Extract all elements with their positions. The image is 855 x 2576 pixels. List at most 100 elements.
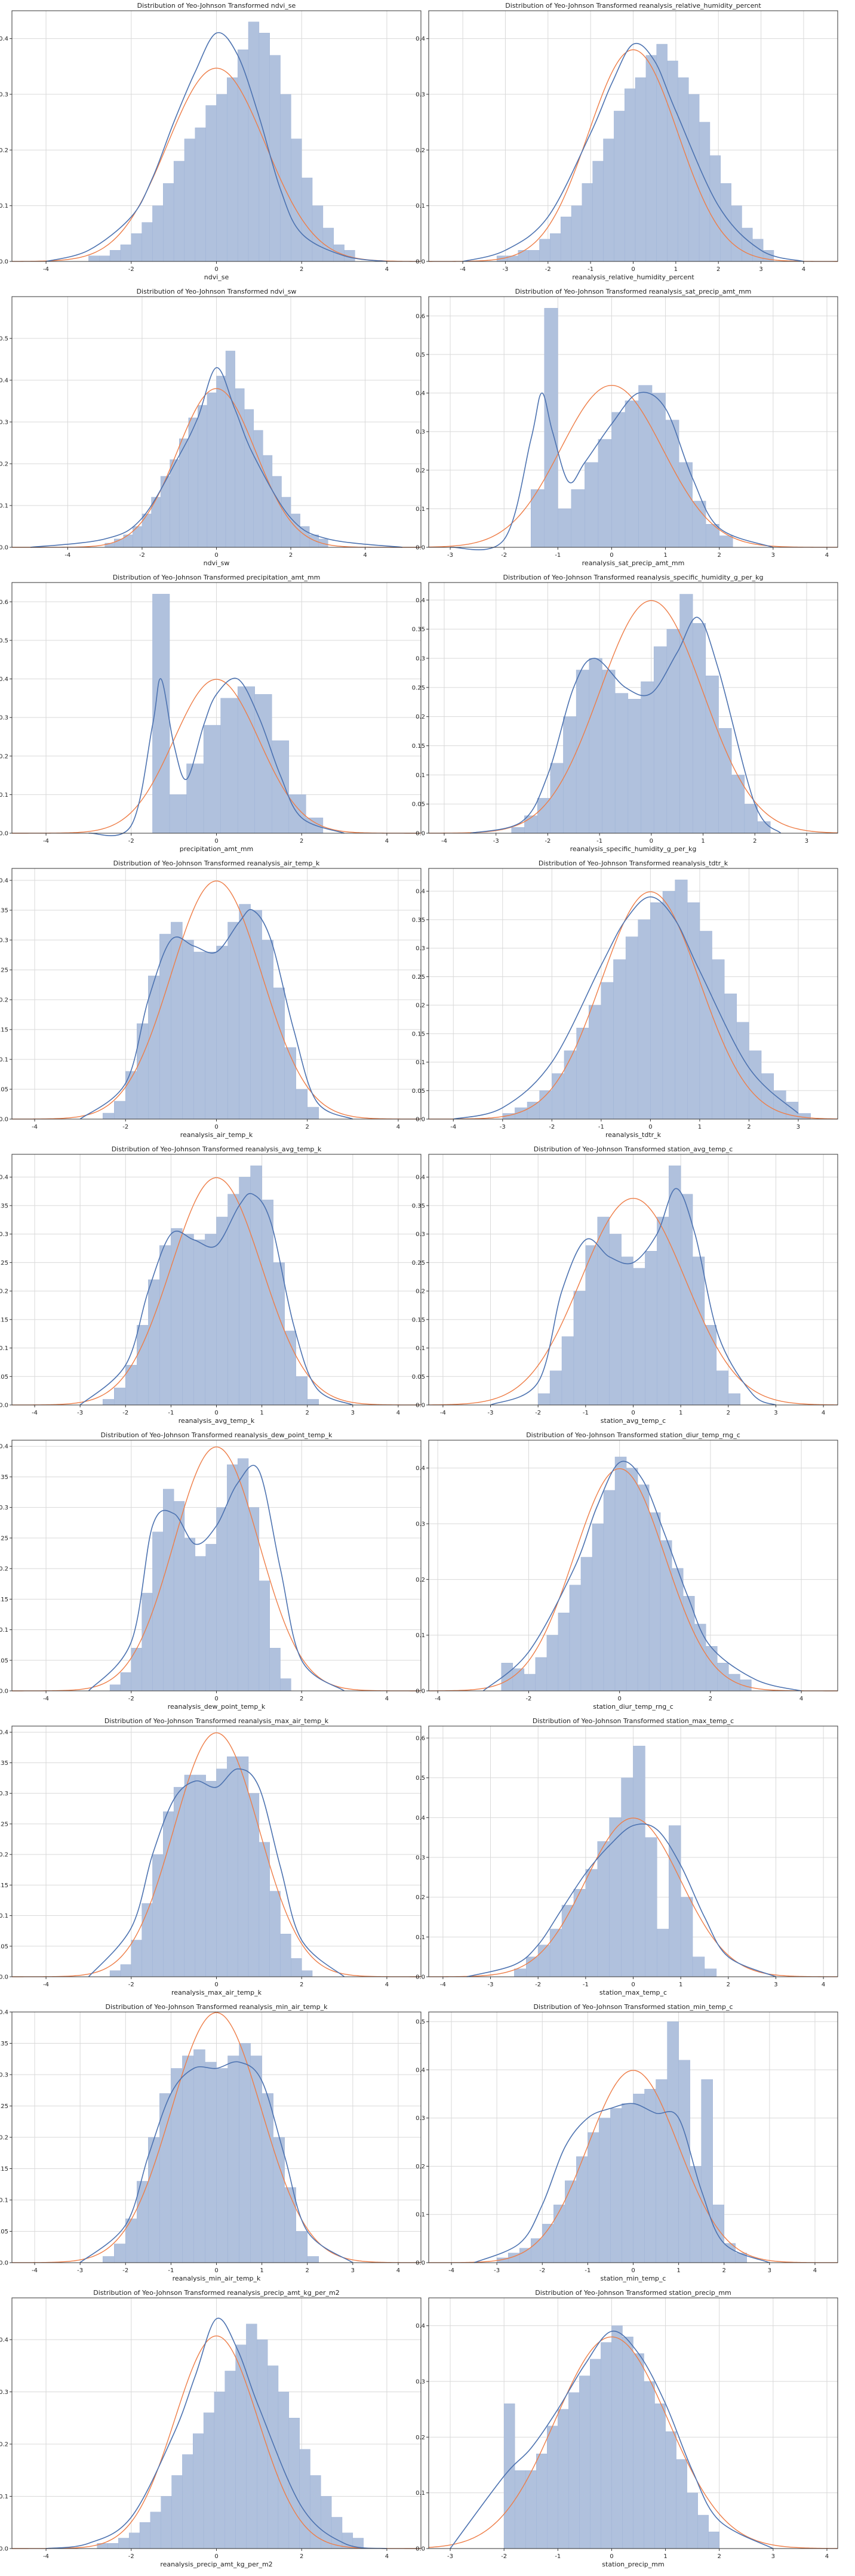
x-tick-label: -1 — [596, 838, 602, 845]
hist-bar — [553, 2204, 565, 2263]
hist-bar — [159, 1245, 171, 1406]
hist-bar — [692, 501, 706, 548]
y-tick-label: 0.2 — [416, 1577, 425, 1583]
y-tick-label: 0.1 — [416, 1934, 425, 1941]
hist-bar — [675, 879, 688, 1120]
kde-line — [490, 1188, 776, 1406]
hist-bar — [704, 1968, 717, 1977]
hist-bar — [614, 1456, 627, 1691]
x-tick-label: 3 — [351, 1410, 355, 1416]
x-tick-label: -3 — [488, 1982, 494, 1988]
hist-bar — [216, 1768, 227, 1977]
hist-bar — [216, 94, 227, 262]
y-tick-label: 0.3 — [0, 2072, 8, 2079]
hist-bar — [321, 2496, 332, 2549]
chart-title: Distribution of Yeo-Johnson Transformed … — [539, 859, 728, 867]
chart-title: Distribution of Yeo-Johnson Transformed … — [112, 1145, 322, 1153]
y-tick-label: 0.0 — [416, 1688, 425, 1695]
y-tick-label: 0.3 — [416, 1231, 425, 1238]
hist-bar — [203, 725, 221, 834]
hist-bar — [239, 904, 251, 1120]
x-tick-label: -2 — [535, 1982, 541, 1988]
hist-bar — [237, 1756, 249, 1977]
hist-bar — [118, 2538, 130, 2549]
hist-bar — [609, 1817, 622, 1977]
hist-bar — [216, 375, 226, 548]
y-tick-label: 0.4 — [0, 36, 8, 42]
hist-bar — [131, 1648, 142, 1691]
y-tick-label: 0.1 — [416, 1345, 425, 1352]
x-tick-label: 2 — [722, 2267, 726, 2274]
x-tick-label: -4 — [441, 838, 447, 845]
x-tick-label: -3 — [494, 2267, 500, 2274]
hist-bar — [171, 2068, 183, 2263]
x-tick-label: -2 — [539, 2267, 545, 2274]
hist-bar — [665, 420, 679, 548]
y-tick-label: 0.3 — [0, 1791, 8, 1797]
hist-bar — [580, 1557, 593, 1691]
x-axis-label: reanalysis_air_temp_k — [180, 1131, 253, 1139]
chart-title: Distribution of Yeo-Johnson Transformed … — [137, 288, 297, 295]
x-tick-label: 3 — [774, 1982, 777, 1988]
chart-title: Distribution of Yeo-Johnson Transformed … — [535, 2289, 731, 2297]
x-tick-label: -3 — [502, 266, 508, 273]
x-tick-label: -2 — [545, 838, 550, 845]
normal-fit-line — [11, 2335, 421, 2549]
x-tick-label: 0 — [650, 838, 653, 845]
hist-bar — [633, 1746, 645, 1977]
hist-bar — [195, 1774, 206, 1977]
hist-bar — [645, 55, 657, 262]
y-tick-label: 0.4 — [0, 2337, 8, 2344]
y-tick-label: 0.4 — [416, 889, 425, 895]
y-tick-label: 0.0 — [416, 545, 425, 551]
hist-bar — [665, 2431, 676, 2549]
hist-bar — [307, 1399, 319, 1406]
x-tick-label: -3 — [500, 1124, 506, 1130]
x-tick-label: 1 — [663, 2553, 667, 2560]
hist-bar — [301, 177, 313, 262]
y-tick-label: 0.2 — [416, 714, 425, 720]
hist-bar — [120, 1964, 132, 1977]
hist-bar — [635, 77, 647, 262]
x-axis-label: station_avg_temp_c — [601, 1417, 666, 1425]
y-tick-label: 0.2 — [416, 467, 425, 474]
hist-bar — [227, 77, 238, 262]
hist-bar — [558, 509, 572, 548]
hist-bar — [536, 2454, 548, 2549]
x-axis-label: reanalysis_relative_humidity_percent — [572, 273, 694, 281]
y-tick-label: 0.4 — [0, 1444, 8, 1450]
hist-bar — [692, 1256, 705, 1406]
hist-bar — [697, 2515, 709, 2549]
hist-bar — [560, 217, 572, 262]
hist-bar — [203, 2412, 215, 2549]
y-tick-label: 0.05 — [0, 2229, 8, 2235]
hist-bar — [114, 2244, 126, 2263]
hist-bar — [667, 60, 678, 262]
y-tick-label: 0.0 — [416, 1403, 425, 1409]
hist-bar — [699, 122, 711, 262]
y-tick-label: 0.4 — [416, 36, 425, 42]
normal-fit-line — [12, 388, 421, 548]
y-tick-label: 0.05 — [412, 802, 425, 808]
hist-bar — [644, 2381, 655, 2549]
hist-bar — [237, 686, 255, 834]
y-tick-label: 0.6 — [416, 1736, 425, 1742]
y-tick-label: 0.4 — [0, 878, 8, 885]
hist-bar — [237, 50, 249, 262]
y-tick-label: 0.25 — [412, 974, 425, 981]
chart-panel: Distribution of Yeo-Johnson Transformed … — [416, 2289, 838, 2568]
x-tick-label: 0 — [214, 1982, 218, 1988]
hist-bar — [537, 1393, 550, 1406]
x-tick-label: -3 — [493, 838, 499, 845]
x-axis-label: ndvi_se — [204, 273, 229, 281]
kde-line — [45, 32, 387, 262]
hist-bar — [528, 250, 540, 262]
x-tick-label: -1 — [168, 2267, 174, 2274]
y-tick-label: 0.1 — [416, 2490, 425, 2497]
x-tick-label: -2 — [501, 552, 507, 559]
y-tick-label: 0.2 — [416, 147, 425, 154]
hist-bar — [179, 438, 189, 548]
x-tick-label: -4 — [32, 2267, 38, 2274]
hist-bar — [597, 1216, 610, 1406]
y-tick-label: 0.3 — [416, 2115, 425, 2122]
